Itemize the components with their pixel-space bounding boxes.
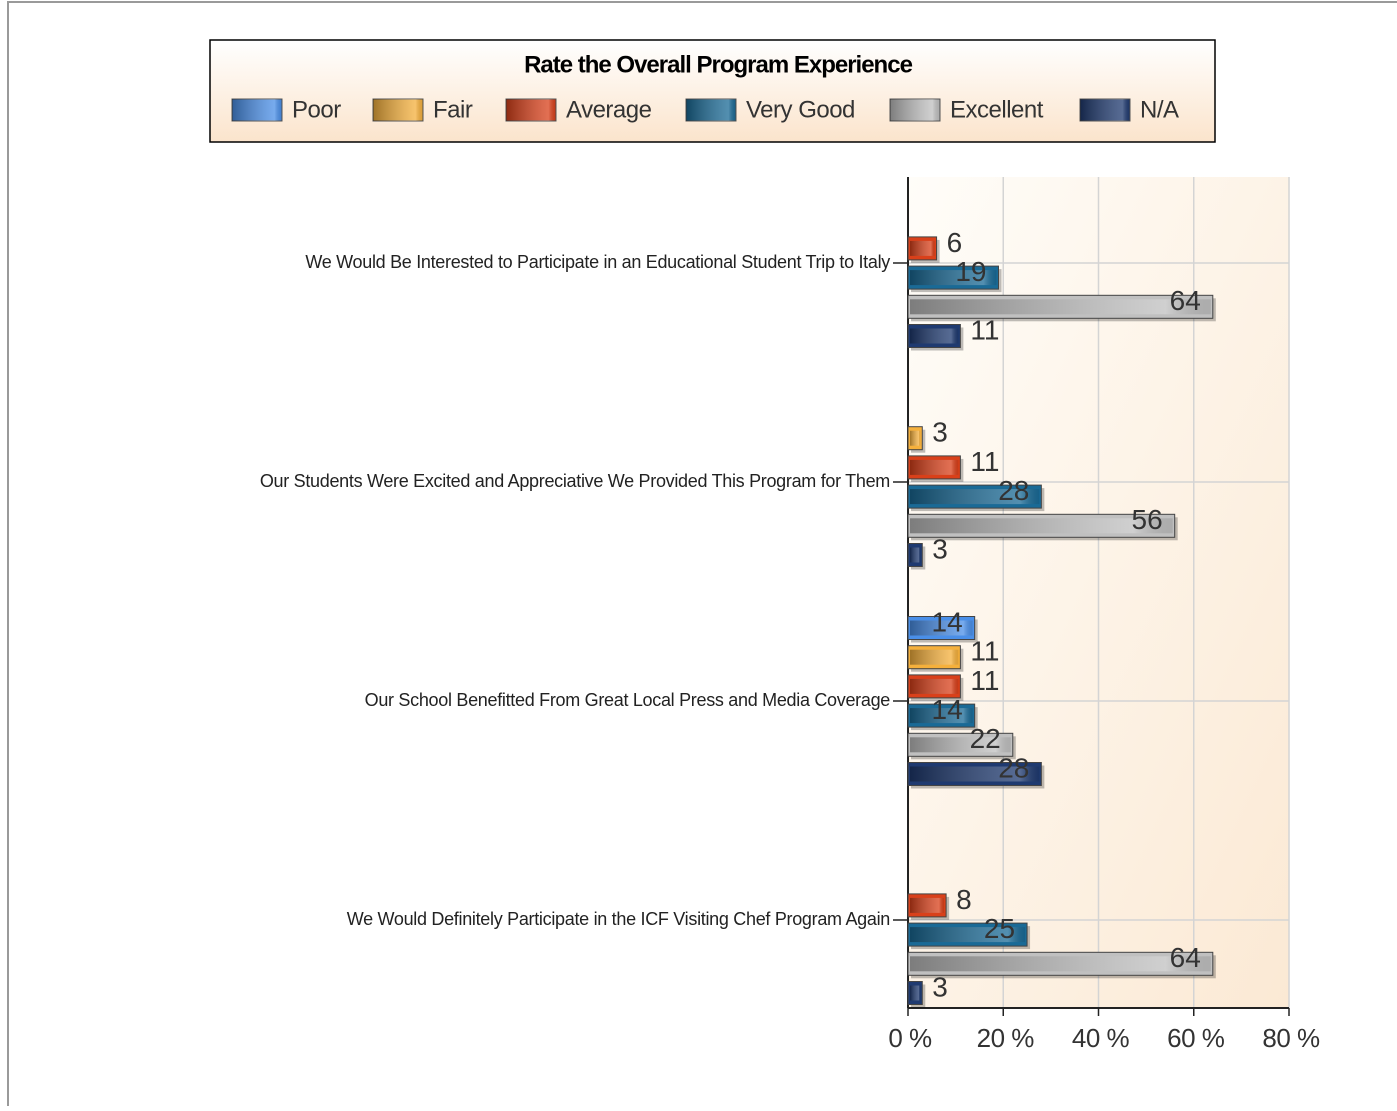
bar-shine — [910, 897, 945, 913]
value-label: 11 — [970, 446, 999, 477]
chart-title: Rate the Overall Program Experience — [524, 51, 913, 78]
bar-shine — [910, 328, 959, 344]
legend-label: Fair — [433, 96, 473, 123]
x-tick-label: 40 % — [1072, 1023, 1130, 1053]
bar-shine — [910, 430, 921, 446]
y-tick-label: We Would Definitely Participate in the I… — [347, 909, 890, 929]
x-tick-label: 80 % — [1262, 1023, 1320, 1053]
bar-shine — [910, 985, 921, 1001]
legend-swatch-shine — [232, 99, 282, 121]
grid — [893, 177, 1290, 1016]
bars — [907, 236, 1216, 1008]
x-tick-label: 20 % — [977, 1023, 1035, 1053]
x-tick-label: 60 % — [1167, 1023, 1225, 1053]
value-label: 28 — [998, 475, 1029, 506]
bar-shine — [910, 270, 997, 286]
bar-shine — [910, 489, 1040, 505]
value-label: 3 — [932, 533, 948, 564]
legend-box — [209, 39, 1216, 143]
value-label: 56 — [1132, 504, 1163, 535]
bar-shine — [910, 240, 935, 256]
bar-shine — [910, 299, 1211, 315]
bar-shine — [910, 678, 959, 694]
bar-shine — [910, 518, 1173, 534]
legend-swatch-shine — [1080, 99, 1130, 121]
value-label: 8 — [956, 884, 972, 915]
bar-shine — [910, 547, 921, 563]
y-tick-label: We Would Be Interested to Participate in… — [305, 252, 890, 272]
legend: Poor Fair Average Very Good Excellent N/A — [231, 96, 1180, 123]
bar-shine — [910, 927, 1026, 943]
value-label: 19 — [955, 256, 986, 287]
value-label: 22 — [970, 723, 1001, 754]
value-label: 64 — [1170, 942, 1201, 973]
x-tick-label: 0 % — [888, 1023, 932, 1053]
bar-shine — [910, 708, 973, 724]
y-tick-label: Our Students Were Excited and Appreciati… — [260, 471, 890, 491]
labels: 0 % 20 % 40 % 60 % 80 % We Would Be Intereste… — [260, 227, 1321, 1053]
value-label: 6 — [947, 227, 963, 258]
value-label: 64 — [1170, 285, 1201, 316]
value-label: 14 — [932, 694, 963, 725]
bar-shine — [910, 649, 959, 665]
value-label: 25 — [984, 913, 1015, 944]
bar-shine — [910, 737, 1011, 753]
value-label: 11 — [970, 665, 999, 696]
bar-shine — [910, 956, 1211, 972]
bar-shine — [910, 459, 959, 475]
legend-swatch-shine — [506, 99, 556, 121]
legend-label: Poor — [292, 96, 341, 123]
legend-label: Very Good — [746, 96, 855, 123]
legend-label: N/A — [1140, 96, 1179, 123]
value-label: 14 — [932, 606, 963, 637]
value-label: 28 — [998, 752, 1029, 783]
value-label: 11 — [970, 636, 999, 667]
bar-shine — [910, 766, 1040, 782]
bar-shine — [910, 620, 973, 636]
value-label: 3 — [932, 971, 948, 1002]
legend-label: Excellent — [950, 96, 1044, 123]
legend-swatch-shine — [686, 99, 736, 121]
value-label: 3 — [932, 417, 948, 448]
legend-swatch-shine — [373, 99, 423, 121]
legend-label: Average — [566, 96, 652, 123]
legend-swatch-shine — [890, 99, 940, 121]
y-tick-label: Our School Benefitted From Great Local P… — [365, 690, 891, 710]
value-label: 11 — [970, 314, 999, 345]
